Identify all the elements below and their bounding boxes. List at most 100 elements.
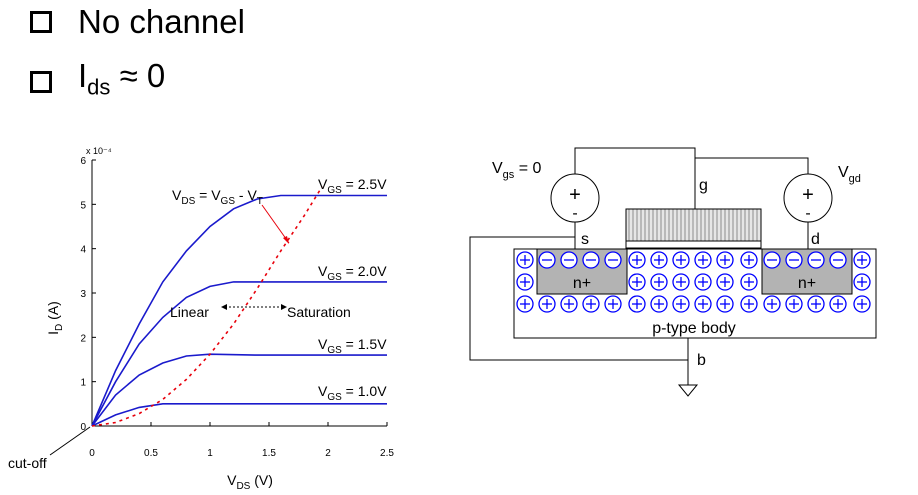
- curve-label-1.5: VGS = 1.5V: [318, 336, 387, 356]
- x-tick-label: 1: [207, 448, 213, 459]
- hole-charge-icon: [716, 251, 734, 269]
- electron-charge-icon: [582, 251, 600, 269]
- gate-terminal-label: g: [699, 177, 708, 194]
- hole-charge-icon: [628, 295, 646, 313]
- ids-main: I: [78, 57, 88, 94]
- drain-terminal-label: d: [811, 231, 820, 248]
- hole-charge-icon: [650, 295, 668, 313]
- hole-charge-icon: [582, 295, 600, 313]
- electron-charge-icon: [604, 251, 622, 269]
- curve-line: [91, 353, 387, 427]
- y-tick-label: 6: [80, 156, 86, 167]
- chart-curves: [91, 186, 387, 427]
- boundary-label: VDS = VGS - VT: [172, 187, 263, 207]
- drain-n-plus-label: n+: [798, 275, 816, 292]
- hole-charge-icon: [740, 273, 758, 291]
- y-tick-label: 2: [80, 333, 86, 344]
- source-terminal-label: s: [581, 231, 589, 248]
- hole-charge-icon: [807, 295, 825, 313]
- electron-charge-icon: [538, 251, 556, 269]
- electron-charge-icon: [560, 251, 578, 269]
- curve-line: [91, 194, 387, 427]
- y-tick-label: 4: [80, 245, 86, 256]
- hole-charge-icon: [604, 295, 622, 313]
- ids-sub: ds: [87, 74, 111, 100]
- y-tick-label: 1: [80, 378, 86, 389]
- gate-oxide: [625, 240, 762, 249]
- hole-charge-icon: [516, 295, 534, 313]
- linear-label: Linear: [170, 304, 209, 320]
- ground-icon: [677, 384, 699, 397]
- saturation-label: Saturation: [287, 304, 351, 320]
- bullet-text: Ids ≈ 0: [78, 58, 165, 106]
- hole-charge-icon: [672, 273, 690, 291]
- vgd-label: Vgd: [838, 164, 861, 185]
- boundary-pointer-arrow: [261, 204, 290, 244]
- boundary-curve: [91, 186, 323, 427]
- body-label: p-type body: [652, 320, 736, 337]
- vgs-label: Vgs = 0: [492, 160, 542, 181]
- checkbox-bullet-icon: [30, 70, 52, 93]
- x-tick-label: 2.5: [380, 448, 394, 459]
- hole-charge-icon: [785, 295, 803, 313]
- bullet-ids: Ids ≈ 0: [30, 58, 165, 106]
- hole-charge-icon: [853, 295, 871, 313]
- hole-charge-icon: [560, 295, 578, 313]
- hole-charge-icon: [628, 251, 646, 269]
- hole-charge-icon: [516, 251, 534, 269]
- hole-charge-icon: [672, 295, 690, 313]
- bullet-no-channel: No channel: [30, 4, 245, 40]
- circuit-wires: [469, 147, 809, 385]
- x-tick-label: 2: [325, 448, 331, 459]
- hole-charge-icon: [694, 273, 712, 291]
- x-tick-label: 0.5: [144, 448, 158, 459]
- checkbox-bullet-icon: [30, 11, 52, 33]
- hole-charge-icon: [694, 251, 712, 269]
- region-arrowhead-right: [281, 304, 287, 310]
- y-tick-label: 3: [80, 289, 86, 300]
- y-exponent-label: x 10⁻⁴: [86, 146, 112, 156]
- cutoff-label: cut-off: [8, 455, 47, 471]
- ids-rest: ≈ 0: [110, 57, 166, 94]
- plus-sign: +: [569, 184, 581, 206]
- electron-charge-icon: [785, 251, 803, 269]
- x-tick-label: 1.5: [262, 448, 276, 459]
- boundary-arrowhead: [283, 236, 289, 244]
- vgs-voltage-source: + -: [550, 173, 600, 223]
- bullet-text: No channel: [78, 3, 245, 40]
- hole-charge-icon: [740, 251, 758, 269]
- hole-charge-icon: [740, 295, 758, 313]
- electron-charge-icon: [763, 251, 781, 269]
- vgd-voltage-source: + -: [783, 173, 833, 223]
- hole-charge-icon: [853, 251, 871, 269]
- hole-charge-icon: [716, 295, 734, 313]
- charge-carriers: [516, 251, 871, 313]
- hole-charge-icon: [829, 295, 847, 313]
- gate-electrode: [625, 208, 762, 242]
- electron-charge-icon: [807, 251, 825, 269]
- hole-charge-icon: [650, 273, 668, 291]
- y-tick-label: 5: [80, 200, 86, 211]
- hole-charge-icon: [516, 273, 534, 291]
- electron-charge-icon: [829, 251, 847, 269]
- cutoff-pointer: [49, 426, 91, 456]
- chart-axes: 0 1 2 3 4 5 6 0 0.5 1 1.5 2 2.5: [80, 156, 394, 459]
- source-n-plus-label: n+: [573, 275, 591, 292]
- minus-sign: -: [572, 205, 577, 222]
- hole-charge-icon: [538, 295, 556, 313]
- body-terminal-label: b: [697, 352, 706, 369]
- hole-charge-icon: [763, 295, 781, 313]
- plus-sign: +: [802, 184, 814, 206]
- y-tick-label: 0: [80, 422, 86, 433]
- hole-charge-icon: [628, 273, 646, 291]
- region-arrowhead-left: [221, 304, 227, 310]
- hole-charge-icon: [694, 295, 712, 313]
- hole-charge-icon: [672, 251, 690, 269]
- hole-charge-icon: [716, 273, 734, 291]
- minus-sign: -: [805, 205, 810, 222]
- x-tick-label: 0: [89, 448, 95, 459]
- curve-line: [91, 281, 387, 427]
- hole-charge-icon: [853, 273, 871, 291]
